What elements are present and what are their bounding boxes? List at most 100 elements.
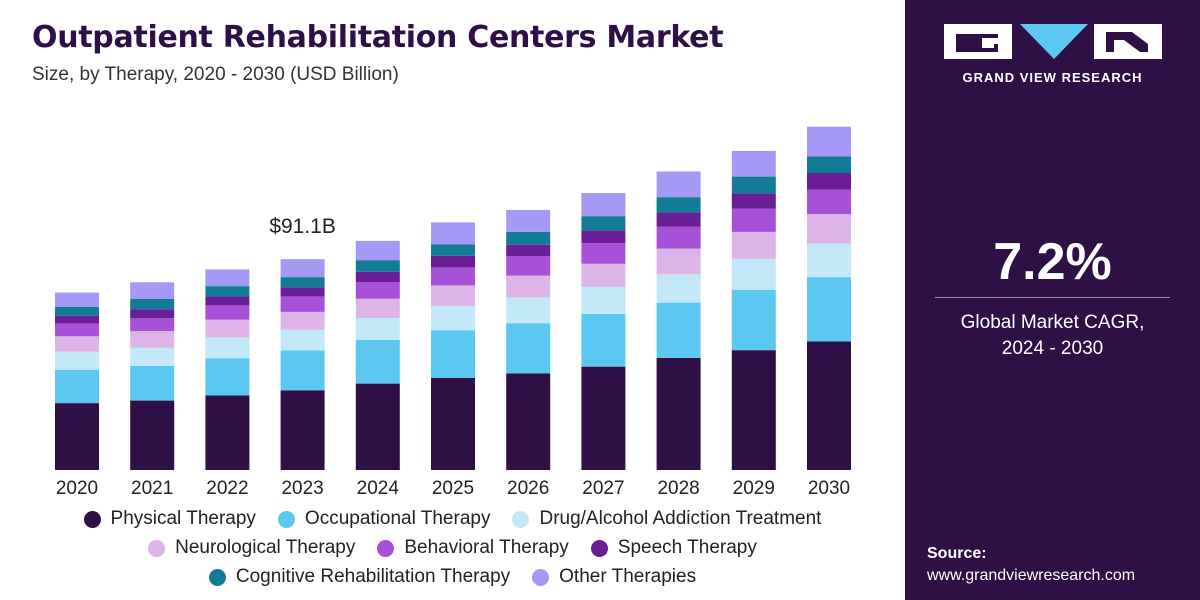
- bar-segment-2025-5: [431, 255, 475, 268]
- bar-segment-2021-2: [130, 347, 175, 366]
- bar-segment-2023-2: [280, 329, 325, 351]
- legend-label: Speech Therapy: [617, 537, 757, 558]
- bar-segment-2027-2: [581, 286, 626, 314]
- x-tick-label: 2025: [432, 478, 474, 499]
- bar-segment-2029-1: [731, 289, 776, 351]
- legend-item: Speech Therapy: [590, 537, 757, 559]
- cagr-value: 7.2%: [993, 233, 1112, 291]
- bar-segment-2029-6: [731, 176, 776, 194]
- bar-segment-2025-3: [431, 285, 475, 306]
- bar-segment-2024-6: [355, 260, 400, 272]
- bar-segment-2025-0: [431, 377, 475, 470]
- bar-segment-2020-5: [55, 315, 99, 324]
- bar-segment-2026-3: [506, 275, 551, 298]
- legend-label: Drug/Alcohol Addiction Treatment: [539, 508, 822, 529]
- bar-segment-2024-0: [355, 383, 400, 470]
- bar-segment-2027-5: [581, 230, 626, 244]
- bar-segment-2021-0: [130, 400, 175, 470]
- bar-segment-2027-3: [581, 263, 626, 287]
- bar-segment-2028-2: [656, 274, 701, 303]
- data-label-2023: $91.1B: [269, 215, 336, 238]
- source-url[interactable]: www.grandviewresearch.com: [927, 567, 1136, 584]
- bar-segment-2023-4: [280, 296, 325, 312]
- cagr-label-line1: Global Market CAGR,: [960, 312, 1145, 333]
- bar-segment-2023-0: [280, 390, 325, 470]
- bar-segment-2027-1: [581, 313, 626, 367]
- bar-segment-2025-6: [431, 244, 475, 256]
- legend-row: Physical Therapy Occupational Therapy Drug…: [0, 508, 905, 530]
- divider: [935, 297, 1170, 298]
- x-tick-label: 2023: [281, 478, 323, 499]
- bar-segment-2029-4: [731, 208, 776, 232]
- legend-label: Neurological Therapy: [175, 537, 356, 558]
- bar-segment-2026-0: [506, 373, 551, 470]
- bar-segment-2022-1: [205, 358, 250, 396]
- chart-title: Outpatient Rehabilitation Centers Market: [32, 20, 724, 55]
- bar-segment-2025-2: [431, 305, 475, 331]
- x-tick-label: 2022: [206, 478, 248, 499]
- bar-segment-2022-2: [205, 337, 250, 359]
- bar-segment-2024-2: [355, 318, 400, 340]
- bar-segment-2026-2: [506, 297, 551, 324]
- legend-item: Cognitive Rehabilitation Therapy: [208, 566, 511, 588]
- bar-segment-2028-4: [656, 226, 701, 249]
- bar-segment-2026-7: [506, 210, 551, 232]
- bar-segment-2022-5: [205, 296, 250, 306]
- bar-segment-2027-6: [581, 216, 626, 231]
- bar-segment-2024-5: [355, 271, 400, 283]
- bar-segment-2021-1: [130, 365, 175, 401]
- chart-area: Outpatient Rehabilitation Centers Market…: [0, 20, 905, 588]
- legend-swatch: [208, 568, 226, 586]
- bar-segment-2026-6: [506, 231, 551, 245]
- bar-segment-2027-0: [581, 366, 626, 470]
- bar-segment-2028-6: [656, 197, 701, 213]
- legend-item: Physical Therapy: [83, 508, 256, 530]
- bar-segment-2021-6: [130, 299, 175, 310]
- bar-segment-2020-3: [55, 336, 99, 352]
- bar-segment-2024-4: [355, 282, 400, 299]
- legend-item: Occupational Therapy: [277, 508, 490, 530]
- bar-segment-2027-4: [581, 243, 626, 264]
- x-tick-label: 2029: [733, 478, 775, 499]
- brand-name: GRAND VIEW RESEARCH: [962, 70, 1143, 85]
- bar-segment-2025-1: [431, 330, 475, 378]
- bar-segment-2020-6: [55, 306, 99, 316]
- bar-segment-2025-7: [431, 222, 475, 245]
- bar-segment-2022-6: [205, 286, 250, 297]
- legend-label: Other Therapies: [559, 566, 697, 587]
- bar-segment-2021-4: [130, 318, 175, 332]
- grand-view-research-logo: [944, 24, 1162, 59]
- bar-segment-2022-4: [205, 305, 250, 320]
- stacked-bar-chart: 2020 2021 2022 2023 $91.1B 2024 2025 2026 2027 20…: [55, 126, 851, 499]
- legend-label: Cognitive Rehabilitation Therapy: [235, 566, 511, 587]
- source-label: Source:: [927, 545, 987, 562]
- bar-segment-2030-4: [807, 189, 851, 215]
- bar-segment-2023-5: [280, 287, 325, 297]
- cagr-label-line2: 2024 - 2030: [1001, 338, 1104, 359]
- legend-swatch: [277, 510, 295, 528]
- legend-swatch: [512, 510, 530, 528]
- bar-segment-2025-4: [431, 267, 475, 286]
- bar-segment-2021-5: [130, 309, 175, 319]
- bar-segment-2030-3: [807, 214, 851, 244]
- legend-label: Behavioral Therapy: [404, 537, 569, 558]
- bar-segment-2023-1: [280, 350, 325, 391]
- x-tick-label: 2020: [56, 478, 98, 499]
- bar-segment-2023-6: [280, 277, 325, 288]
- bar-segment-2027-7: [581, 193, 626, 217]
- legend-row: Neurological Therapy Behavioral Therapy Sp…: [0, 537, 905, 559]
- bar-segment-2022-3: [205, 319, 250, 338]
- bar-segment-2030-5: [807, 173, 851, 190]
- bar-segment-2029-7: [731, 150, 776, 177]
- x-tick-label: 2030: [808, 478, 850, 499]
- bar-segment-2024-7: [355, 240, 400, 261]
- bar-segment-2026-5: [506, 244, 551, 257]
- cagr-label: Global Market CAGR, 2024 - 2030: [905, 310, 1200, 362]
- x-tick-label: 2021: [131, 478, 173, 499]
- x-tick-label: 2028: [657, 478, 699, 499]
- bar-segment-2029-0: [731, 350, 776, 470]
- legend-swatch: [83, 510, 101, 528]
- bar-segment-2024-1: [355, 339, 400, 384]
- bar-segment-2023-7: [280, 259, 325, 278]
- bar-segment-2020-7: [55, 292, 99, 307]
